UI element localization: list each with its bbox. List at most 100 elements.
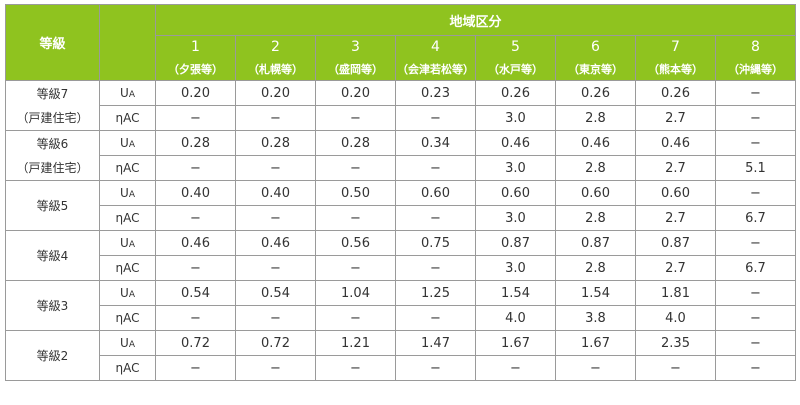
metric-eta-ac: ηAC	[99, 305, 156, 331]
region-area: （夕張等）	[155, 58, 236, 81]
eta-ac-value: −	[315, 205, 396, 231]
eta-ac-value: −	[475, 355, 556, 381]
metric-ua: UA	[99, 280, 156, 306]
grade-label: 等級3	[5, 280, 100, 331]
region-area: （水戸等）	[475, 58, 556, 81]
region-area: （東京等）	[555, 58, 636, 81]
table-row: ηAC − − − −3.0 2.8 2.7 5.1	[6, 155, 797, 181]
metric-ua-sub: A	[128, 140, 135, 150]
table-row: ηAC − − − − − − − −	[6, 355, 797, 381]
metric-ua: UA	[99, 330, 156, 356]
eta-ac-value: −	[155, 305, 236, 331]
ua-value: −	[714, 330, 797, 356]
ua-value: 0.75	[395, 230, 476, 256]
ua-value: −	[714, 280, 797, 306]
metric-ua-main: U	[120, 336, 129, 350]
region-area: （沖縄等）	[714, 58, 797, 81]
metric-eta-ac: ηAC	[99, 105, 156, 131]
ua-value: 0.54	[155, 280, 236, 306]
eta-ac-value: 3.8	[555, 305, 636, 331]
eta-ac-value: −	[714, 105, 797, 131]
eta-ac-value: −	[155, 155, 236, 181]
ua-value: 0.60	[475, 180, 556, 206]
eta-ac-value: −	[235, 255, 316, 281]
eta-ac-value: 5.1	[714, 155, 797, 181]
eta-ac-value: −	[235, 205, 316, 231]
ua-value: 1.25	[395, 280, 476, 306]
eta-ac-value: −	[315, 155, 396, 181]
table-row: ηAC − − − −4.0 3.8 4.0−	[6, 305, 797, 331]
eta-ac-value: −	[714, 305, 797, 331]
metric-ua-sub: A	[128, 90, 135, 100]
ua-value: −	[714, 230, 797, 256]
ua-value: 0.26	[555, 80, 636, 106]
metric-ua-sub: A	[128, 290, 135, 300]
region-header: 地域区分	[154, 4, 797, 36]
ua-value: 1.54	[475, 280, 556, 306]
eta-ac-value: 2.7	[635, 155, 716, 181]
grade-name: 等級6	[36, 136, 69, 151]
region-number: 5	[475, 35, 556, 58]
eta-ac-value: 2.8	[555, 155, 636, 181]
eta-ac-value: −	[235, 305, 316, 331]
eta-ac-value: −	[395, 155, 476, 181]
ua-value: 1.21	[315, 330, 396, 356]
metric-ua-main: U	[120, 136, 129, 150]
eta-ac-value: −	[555, 355, 636, 381]
table-row: 等級3 UA 0.54 0.54 1.04 1.25 1.54 1.54 1.81−	[5, 280, 797, 331]
ua-value: 1.04	[315, 280, 396, 306]
region-area: （盛岡等）	[315, 58, 396, 81]
region-area: （札幌等）	[235, 58, 316, 81]
eta-ac-value: −	[714, 355, 797, 381]
table-row: 等級4 UA 0.46 0.46 0.56 0.75 0.87 0.87 0.87−	[5, 230, 797, 281]
grade-header: 等級	[5, 4, 100, 81]
ua-value: 0.46	[475, 130, 556, 156]
metric-ua: UA	[99, 80, 156, 106]
grade-note: （戸建住宅）	[16, 160, 89, 175]
eta-ac-value: −	[395, 105, 476, 131]
metric-eta-ac: ηAC	[99, 255, 156, 281]
ua-value: 0.54	[235, 280, 316, 306]
metric-header-blank	[99, 4, 156, 81]
metric-ua-sub: A	[128, 240, 135, 250]
ua-value: 0.40	[155, 180, 236, 206]
eta-ac-value: −	[235, 105, 316, 131]
ua-value: 0.40	[235, 180, 316, 206]
ua-value: −	[714, 180, 797, 206]
eta-ac-value: 6.7	[714, 205, 797, 231]
ua-value: 0.28	[155, 130, 236, 156]
eta-ac-value: 4.0	[635, 305, 716, 331]
eta-ac-value: 3.0	[475, 105, 556, 131]
eta-ac-value: −	[155, 205, 236, 231]
eta-ac-value: −	[235, 355, 316, 381]
grade-name: 等級5	[36, 198, 69, 213]
eta-ac-value: 3.0	[475, 255, 556, 281]
eta-ac-value: 6.7	[714, 255, 797, 281]
ua-value: 2.35	[635, 330, 716, 356]
ua-value: 0.46	[635, 130, 716, 156]
metric-eta-ac: ηAC	[99, 355, 156, 381]
metric-eta-ac: ηAC	[99, 205, 156, 231]
table-body: 等級7 （戸建住宅） UA 0.20 0.20 0.20 0.23 0.26 0.26 0.26−…	[5, 80, 797, 381]
grade-name: 等級2	[36, 348, 69, 363]
eta-ac-value: −	[395, 205, 476, 231]
ua-value: 1.47	[395, 330, 476, 356]
ua-value: 0.60	[555, 180, 636, 206]
ua-value: 0.60	[635, 180, 716, 206]
ua-value: 0.23	[395, 80, 476, 106]
ua-value: 0.20	[315, 80, 396, 106]
metric-ua: UA	[99, 130, 156, 156]
table-row: 等級2 UA 0.72 0.72 1.21 1.47 1.67 1.67 2.35−	[5, 330, 797, 381]
ua-value: 0.28	[315, 130, 396, 156]
ua-value: 0.28	[235, 130, 316, 156]
insulation-grade-table: 等級 地域区分 1 2 3 4 5 6 7 8 （夕張等） （札幌等） （盛岡等…	[5, 4, 797, 381]
metric-ua: UA	[99, 230, 156, 256]
eta-ac-value: −	[155, 105, 236, 131]
metric-ua: UA	[99, 180, 156, 206]
ua-value: 0.20	[235, 80, 316, 106]
table-container: 等級 地域区分 1 2 3 4 5 6 7 8 （夕張等） （札幌等） （盛岡等…	[5, 4, 797, 381]
table-row: 等級6 （戸建住宅） UA 0.28 0.28 0.28 0.34 0.46 0.46 0.46−	[5, 130, 797, 181]
metric-ua-main: U	[120, 286, 129, 300]
region-number: 3	[315, 35, 396, 58]
ua-value: 1.54	[555, 280, 636, 306]
